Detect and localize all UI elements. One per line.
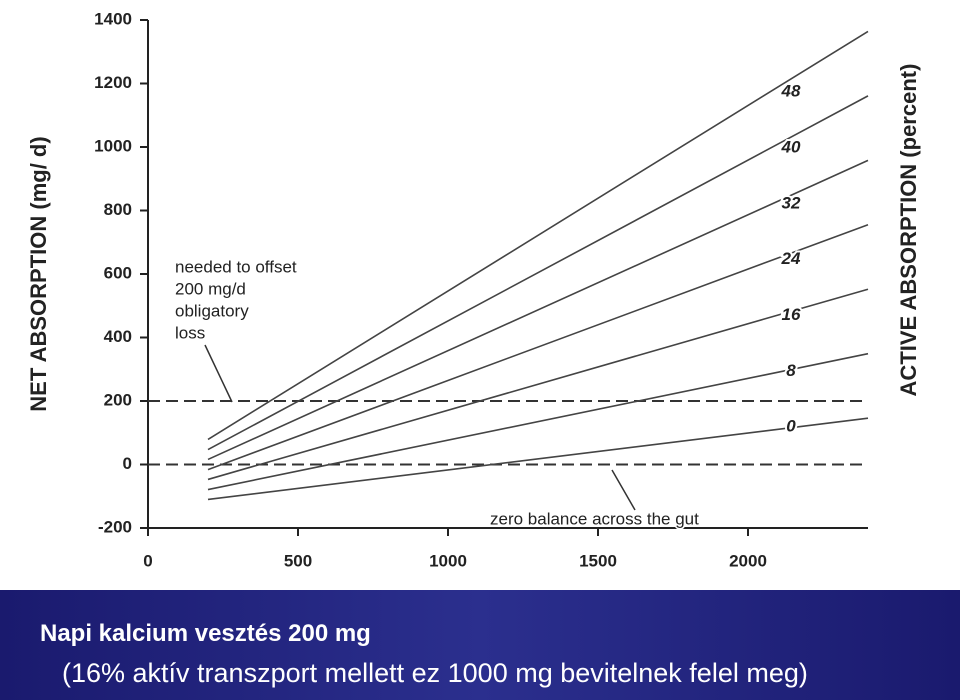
x-tick-label: 2000: [729, 551, 767, 570]
y2-axis-label: ACTIVE ABSORPTION (percent): [896, 64, 921, 397]
annotation-arrow: [611, 469, 636, 511]
annotation: zero balance across the gut: [490, 509, 699, 528]
series-line: [207, 159, 869, 461]
series-label: 0: [786, 417, 796, 436]
caption-subtitle: (16% aktív transzport mellett ez 1000 mg…: [62, 658, 808, 688]
annotation: 200 mg/d: [175, 279, 246, 298]
series-line: [207, 288, 869, 481]
series-label: 32: [782, 193, 801, 212]
y-tick-label: 1000: [94, 136, 132, 155]
series-label: 8: [786, 361, 796, 380]
y-tick-label: 0: [123, 454, 132, 473]
series-line: [207, 352, 869, 491]
series-line: [207, 30, 869, 441]
series-label: 48: [781, 82, 801, 101]
y-tick-label: 1200: [94, 73, 132, 92]
y-tick-label: 200: [104, 390, 132, 409]
caption: Napi kalcium vesztés 200 mg (16% aktív t…: [0, 590, 960, 700]
y-tick-label: -200: [98, 517, 132, 536]
series-line: [207, 224, 869, 471]
x-tick-label: 1500: [579, 551, 617, 570]
series-line: [207, 95, 869, 451]
series-label: 24: [781, 249, 801, 268]
x-tick-label: 0: [143, 551, 152, 570]
annotation-arrow: [204, 344, 233, 403]
x-tick-label: 1000: [429, 551, 467, 570]
caption-title: Napi kalcium vesztés 200 mg: [40, 620, 371, 647]
series-label: 16: [782, 305, 801, 324]
y-tick-label: 1400: [94, 9, 132, 28]
y-tick-label: 400: [104, 327, 132, 346]
series-label: 40: [781, 138, 801, 157]
series-line: [207, 417, 869, 501]
y-axis-label: NET ABSORPTION (mg/ d): [26, 136, 51, 411]
annotation: needed to offset: [175, 257, 297, 276]
y-tick-label: 600: [104, 263, 132, 282]
y-tick-label: 800: [104, 200, 132, 219]
chart: NET ABSORPTION (mg/ d) ACTIVE ABSORPTION…: [26, 9, 921, 570]
annotation: obligatory: [175, 301, 249, 320]
annotation: loss: [175, 323, 205, 342]
x-tick-label: 500: [284, 551, 312, 570]
